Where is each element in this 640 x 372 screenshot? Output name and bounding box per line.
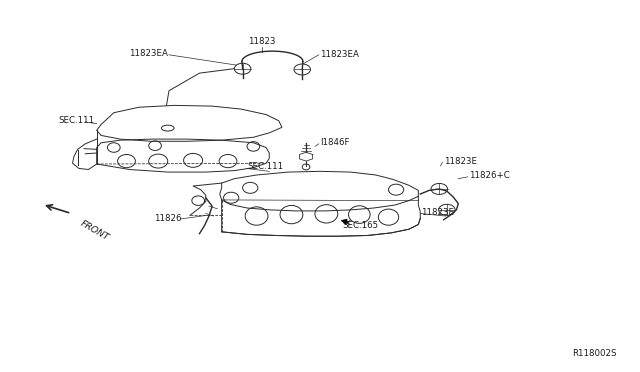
Text: FRONT: FRONT — [79, 219, 111, 243]
Text: I1846F: I1846F — [320, 138, 349, 147]
Text: 11823EA: 11823EA — [129, 49, 168, 58]
Text: SEC.111: SEC.111 — [59, 116, 95, 125]
Text: R118002S: R118002S — [572, 349, 617, 358]
Text: 11823E: 11823E — [444, 157, 477, 166]
Text: 11823: 11823 — [248, 37, 275, 46]
Text: SEC.111: SEC.111 — [247, 163, 283, 171]
Text: SEC.165: SEC.165 — [342, 221, 378, 230]
Text: 11823E: 11823E — [422, 208, 454, 217]
Text: 11826: 11826 — [154, 214, 182, 223]
Text: 11826+C: 11826+C — [469, 171, 510, 180]
Text: 11823EA: 11823EA — [320, 49, 359, 58]
